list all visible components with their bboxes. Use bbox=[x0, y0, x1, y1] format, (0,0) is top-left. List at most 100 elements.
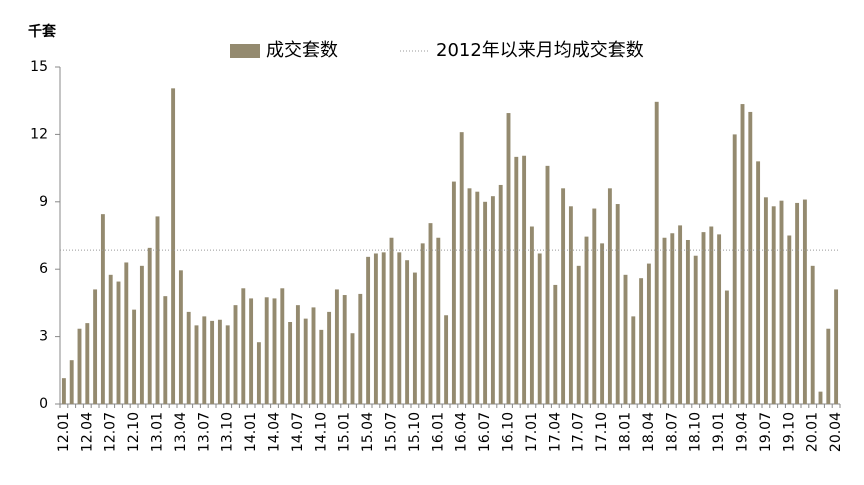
x-tick-label: 15.07 bbox=[384, 412, 400, 452]
bar bbox=[561, 188, 566, 404]
x-tick-label: 20.04 bbox=[828, 412, 844, 452]
bar bbox=[709, 226, 714, 404]
bar bbox=[623, 274, 628, 404]
bar bbox=[717, 234, 722, 404]
x-tick-label: 18.01 bbox=[618, 412, 634, 452]
bar bbox=[810, 265, 815, 404]
bar bbox=[756, 161, 761, 404]
bar bbox=[639, 278, 644, 404]
bar bbox=[132, 309, 137, 404]
bar bbox=[529, 226, 534, 404]
bar bbox=[701, 232, 706, 404]
x-tick-label: 13.10 bbox=[220, 412, 236, 452]
bar bbox=[451, 181, 456, 404]
bar bbox=[818, 391, 823, 404]
bar bbox=[225, 325, 230, 404]
bar bbox=[748, 111, 753, 404]
bar bbox=[311, 307, 316, 404]
y-tick-label: 0 bbox=[39, 396, 48, 412]
bar bbox=[834, 289, 839, 404]
y-tick-label: 3 bbox=[39, 329, 48, 345]
bar bbox=[412, 272, 417, 404]
x-tick-label: 17.10 bbox=[594, 412, 610, 452]
bar bbox=[662, 237, 667, 404]
bar bbox=[272, 298, 277, 404]
bar bbox=[241, 288, 246, 404]
bar bbox=[373, 253, 378, 404]
bar bbox=[787, 235, 792, 404]
x-tick-label: 17.07 bbox=[571, 412, 587, 452]
x-tick-label: 12.04 bbox=[79, 412, 95, 452]
legend-swatch bbox=[230, 44, 260, 58]
bar bbox=[420, 243, 425, 404]
bar bbox=[69, 360, 74, 404]
bar bbox=[693, 255, 698, 404]
bar bbox=[724, 290, 729, 404]
bar bbox=[124, 262, 129, 404]
bar bbox=[350, 333, 355, 404]
x-tick-label: 19.04 bbox=[735, 412, 751, 452]
bar bbox=[280, 288, 285, 404]
bar bbox=[584, 236, 589, 404]
bar bbox=[607, 188, 612, 404]
bar bbox=[802, 199, 807, 404]
x-tick-label: 17.01 bbox=[524, 412, 540, 452]
bar bbox=[342, 295, 347, 404]
bar bbox=[537, 253, 542, 404]
bar bbox=[646, 263, 651, 404]
y-tick-label: 9 bbox=[39, 194, 48, 210]
bar bbox=[490, 196, 495, 404]
bar bbox=[483, 201, 488, 404]
x-tick-label: 12.10 bbox=[126, 412, 142, 452]
bar bbox=[202, 316, 207, 404]
bar bbox=[210, 320, 215, 404]
bar bbox=[249, 298, 254, 404]
x-tick-label: 13.04 bbox=[173, 412, 189, 452]
bar bbox=[319, 329, 324, 404]
bar bbox=[615, 204, 620, 404]
bar bbox=[100, 214, 105, 404]
bar bbox=[522, 155, 527, 404]
bar bbox=[116, 281, 121, 404]
x-tick-label: 12.01 bbox=[56, 412, 72, 452]
y-axis-label: 千套 bbox=[28, 23, 56, 40]
legend-label: 成交套数 bbox=[266, 40, 338, 61]
bar bbox=[553, 284, 558, 404]
bar bbox=[381, 252, 386, 404]
bar bbox=[303, 318, 308, 404]
bar bbox=[334, 289, 339, 404]
x-tick-label: 15.04 bbox=[360, 412, 376, 452]
bar bbox=[327, 311, 332, 404]
x-tick-label: 16.07 bbox=[477, 412, 493, 452]
x-tick-label: 17.04 bbox=[547, 412, 563, 452]
bar bbox=[444, 315, 449, 404]
x-tick-label: 13.01 bbox=[150, 412, 166, 452]
x-tick-label: 18.10 bbox=[688, 412, 704, 452]
bar bbox=[194, 325, 199, 404]
bar bbox=[779, 200, 784, 404]
bar bbox=[592, 208, 597, 404]
bar bbox=[670, 233, 675, 404]
bar bbox=[763, 197, 768, 404]
y-tick-label: 6 bbox=[39, 261, 48, 277]
bar bbox=[389, 237, 394, 404]
bar bbox=[295, 305, 300, 404]
x-tick-label: 12.07 bbox=[103, 412, 119, 452]
x-tick-label: 14.07 bbox=[290, 412, 306, 452]
x-tick-label: 18.04 bbox=[641, 412, 657, 452]
x-tick-label: 16.01 bbox=[430, 412, 446, 452]
bar bbox=[631, 316, 636, 404]
bar bbox=[506, 113, 511, 404]
bar bbox=[217, 319, 222, 404]
bar bbox=[514, 156, 519, 404]
bar bbox=[61, 378, 66, 404]
bar bbox=[405, 260, 410, 404]
bar bbox=[366, 256, 371, 404]
bar bbox=[459, 132, 464, 405]
bar bbox=[288, 321, 293, 404]
bar bbox=[358, 293, 363, 404]
bar bbox=[397, 252, 402, 404]
bar bbox=[93, 289, 98, 404]
bar bbox=[186, 311, 191, 404]
